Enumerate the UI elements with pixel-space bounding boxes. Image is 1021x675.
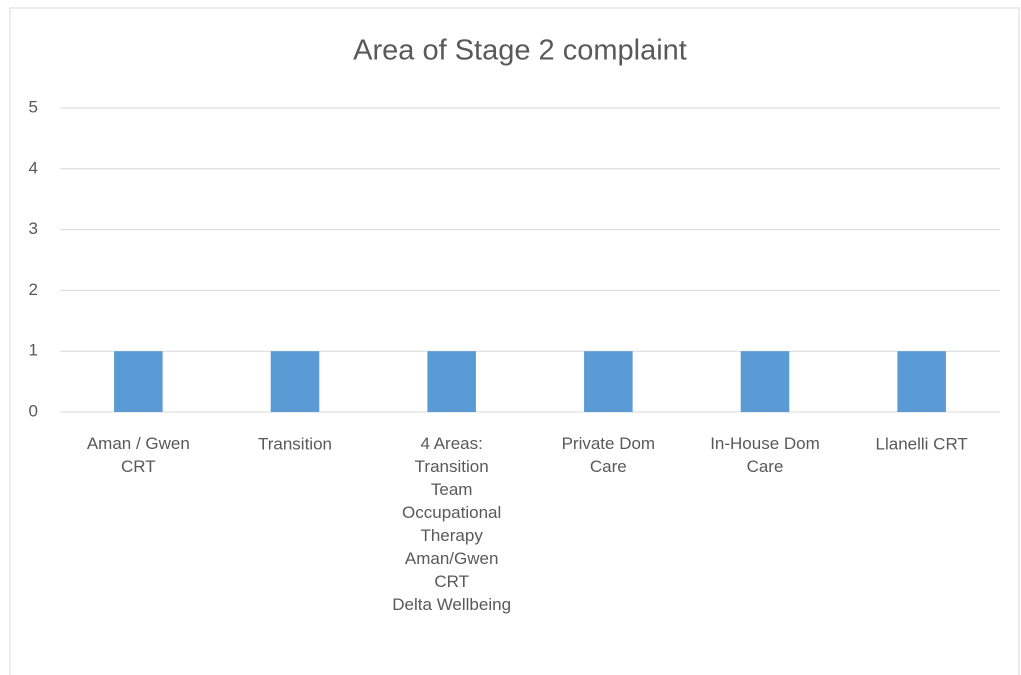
y-tick-label: 3	[29, 219, 38, 238]
bar	[584, 351, 633, 412]
bar	[114, 351, 163, 412]
y-tick-label: 5	[29, 97, 38, 116]
y-tick-label: 0	[29, 401, 38, 420]
y-tick-label: 4	[29, 158, 38, 177]
bar	[897, 351, 946, 412]
bar	[270, 351, 320, 412]
y-tick-label: 1	[29, 341, 38, 360]
y-tick-label: 2	[29, 280, 38, 299]
bar	[740, 351, 790, 412]
chart-title: Area of Stage 2 complaint	[353, 35, 687, 67]
chart-border	[9, 7, 1020, 675]
x-tick-label: Private Dom Care	[562, 434, 656, 476]
x-tick-label: In-House Dom Care	[710, 434, 820, 476]
x-tick-label: 4 Areas: Transition Team Occupational Therap…	[392, 434, 511, 614]
x-tick-label: Transition	[258, 434, 332, 453]
bar	[427, 351, 476, 412]
x-tick-label: Aman / Gwen CRT	[87, 434, 190, 476]
x-tick-label: Llanelli CRT	[876, 434, 968, 453]
